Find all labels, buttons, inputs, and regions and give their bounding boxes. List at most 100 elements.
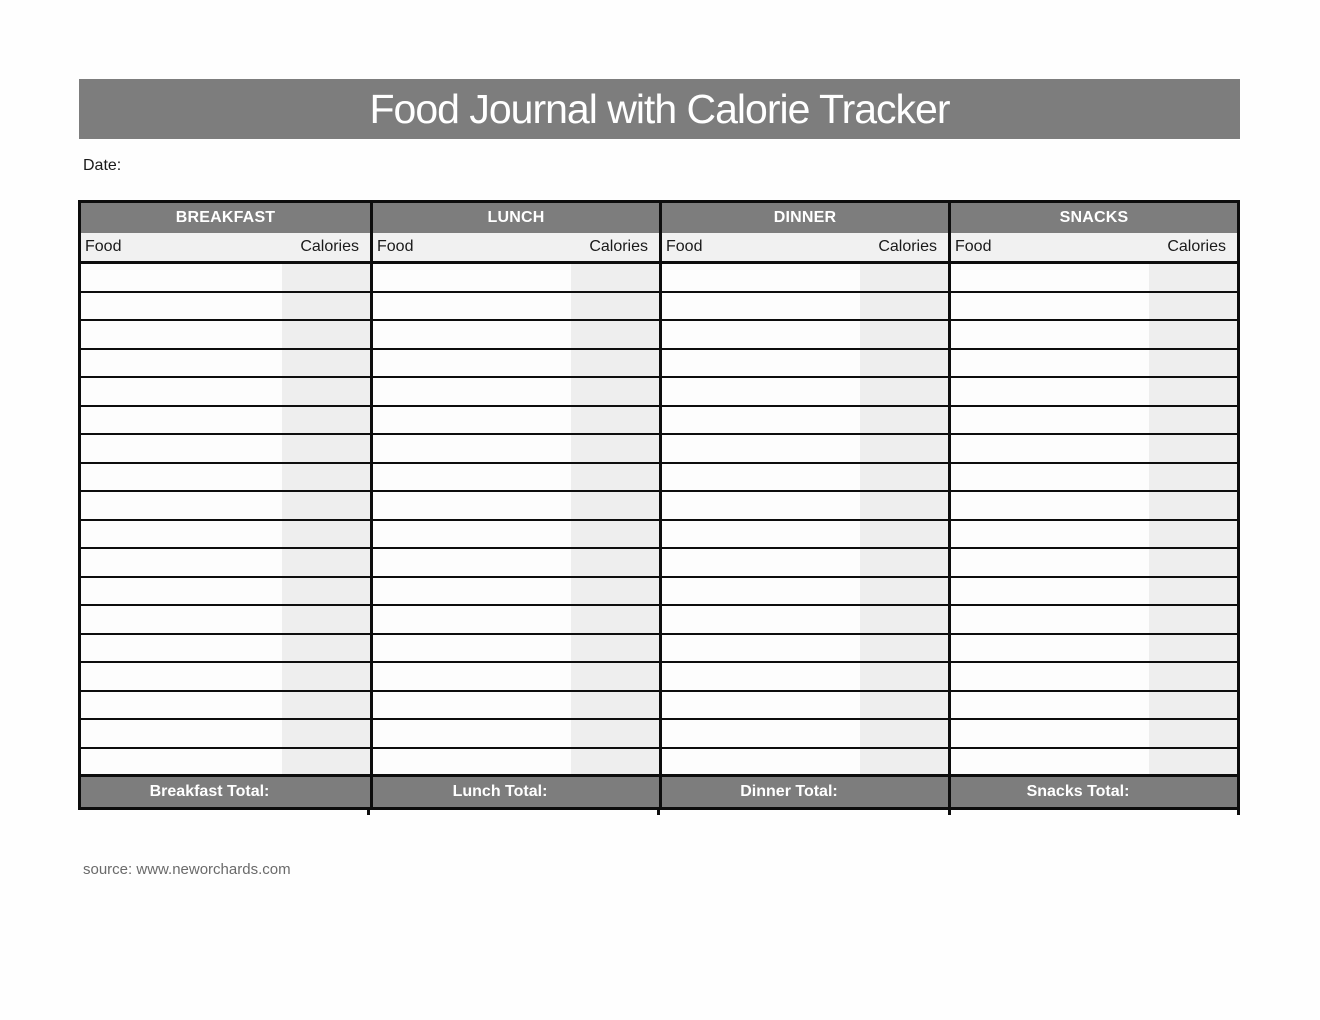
- calories-cell[interactable]: [1149, 720, 1237, 747]
- calories-cell[interactable]: [860, 634, 948, 661]
- calories-cell[interactable]: [860, 292, 948, 319]
- calories-cell[interactable]: [860, 691, 948, 718]
- food-cell[interactable]: [951, 292, 1149, 319]
- food-cell[interactable]: [81, 520, 282, 547]
- calories-cell[interactable]: [571, 321, 659, 348]
- food-cell[interactable]: [662, 463, 860, 490]
- food-cell[interactable]: [662, 349, 860, 376]
- calories-cell[interactable]: [571, 748, 659, 774]
- calories-cell[interactable]: [1149, 691, 1237, 718]
- food-cell[interactable]: [951, 748, 1149, 774]
- food-cell[interactable]: [373, 549, 571, 576]
- calories-cell[interactable]: [571, 406, 659, 433]
- calories-cell[interactable]: [860, 406, 948, 433]
- calories-cell[interactable]: [571, 691, 659, 718]
- food-cell[interactable]: [662, 492, 860, 519]
- calories-cell[interactable]: [282, 349, 370, 376]
- calories-cell[interactable]: [571, 292, 659, 319]
- calories-cell[interactable]: [282, 378, 370, 405]
- calories-cell[interactable]: [860, 549, 948, 576]
- calories-cell[interactable]: [1149, 748, 1237, 774]
- food-cell[interactable]: [662, 264, 860, 291]
- food-cell[interactable]: [81, 748, 282, 774]
- calories-cell[interactable]: [571, 264, 659, 291]
- food-cell[interactable]: [951, 435, 1149, 462]
- calories-cell[interactable]: [282, 606, 370, 633]
- calories-cell[interactable]: [860, 748, 948, 774]
- food-cell[interactable]: [951, 349, 1149, 376]
- food-cell[interactable]: [662, 435, 860, 462]
- food-cell[interactable]: [373, 492, 571, 519]
- food-cell[interactable]: [373, 634, 571, 661]
- calories-cell[interactable]: [860, 492, 948, 519]
- food-cell[interactable]: [373, 691, 571, 718]
- calories-cell[interactable]: [282, 492, 370, 519]
- food-cell[interactable]: [662, 691, 860, 718]
- food-cell[interactable]: [81, 463, 282, 490]
- food-cell[interactable]: [951, 663, 1149, 690]
- food-cell[interactable]: [951, 463, 1149, 490]
- calories-cell[interactable]: [1149, 349, 1237, 376]
- calories-cell[interactable]: [282, 463, 370, 490]
- calories-cell[interactable]: [571, 663, 659, 690]
- calories-cell[interactable]: [282, 577, 370, 604]
- food-cell[interactable]: [81, 634, 282, 661]
- food-cell[interactable]: [662, 748, 860, 774]
- calories-cell[interactable]: [571, 378, 659, 405]
- calories-cell[interactable]: [1149, 492, 1237, 519]
- food-cell[interactable]: [662, 720, 860, 747]
- food-cell[interactable]: [81, 378, 282, 405]
- calories-cell[interactable]: [571, 349, 659, 376]
- calories-cell[interactable]: [571, 634, 659, 661]
- food-cell[interactable]: [951, 492, 1149, 519]
- calories-cell[interactable]: [571, 435, 659, 462]
- calories-cell[interactable]: [1149, 634, 1237, 661]
- food-cell[interactable]: [373, 435, 571, 462]
- food-cell[interactable]: [81, 492, 282, 519]
- food-cell[interactable]: [373, 720, 571, 747]
- calories-cell[interactable]: [282, 321, 370, 348]
- food-cell[interactable]: [81, 349, 282, 376]
- calories-cell[interactable]: [282, 634, 370, 661]
- food-cell[interactable]: [81, 292, 282, 319]
- food-cell[interactable]: [373, 321, 571, 348]
- calories-cell[interactable]: [282, 720, 370, 747]
- food-cell[interactable]: [373, 264, 571, 291]
- food-cell[interactable]: [81, 549, 282, 576]
- food-cell[interactable]: [81, 577, 282, 604]
- food-cell[interactable]: [373, 520, 571, 547]
- calories-cell[interactable]: [860, 663, 948, 690]
- food-cell[interactable]: [81, 264, 282, 291]
- food-cell[interactable]: [81, 720, 282, 747]
- calories-cell[interactable]: [282, 292, 370, 319]
- food-cell[interactable]: [81, 406, 282, 433]
- calories-cell[interactable]: [860, 264, 948, 291]
- calories-cell[interactable]: [1149, 378, 1237, 405]
- calories-cell[interactable]: [860, 321, 948, 348]
- calories-cell[interactable]: [282, 520, 370, 547]
- food-cell[interactable]: [662, 577, 860, 604]
- food-cell[interactable]: [81, 321, 282, 348]
- calories-cell[interactable]: [282, 748, 370, 774]
- food-cell[interactable]: [373, 606, 571, 633]
- food-cell[interactable]: [662, 520, 860, 547]
- food-cell[interactable]: [81, 606, 282, 633]
- calories-cell[interactable]: [1149, 406, 1237, 433]
- calories-cell[interactable]: [1149, 435, 1237, 462]
- calories-cell[interactable]: [571, 549, 659, 576]
- food-cell[interactable]: [951, 577, 1149, 604]
- calories-cell[interactable]: [860, 577, 948, 604]
- calories-cell[interactable]: [571, 577, 659, 604]
- calories-cell[interactable]: [860, 463, 948, 490]
- calories-cell[interactable]: [860, 720, 948, 747]
- calories-cell[interactable]: [860, 435, 948, 462]
- food-cell[interactable]: [951, 321, 1149, 348]
- calories-cell[interactable]: [282, 406, 370, 433]
- calories-cell[interactable]: [860, 378, 948, 405]
- food-cell[interactable]: [951, 378, 1149, 405]
- calories-cell[interactable]: [282, 691, 370, 718]
- calories-cell[interactable]: [860, 349, 948, 376]
- calories-cell[interactable]: [282, 663, 370, 690]
- food-cell[interactable]: [951, 691, 1149, 718]
- food-cell[interactable]: [662, 406, 860, 433]
